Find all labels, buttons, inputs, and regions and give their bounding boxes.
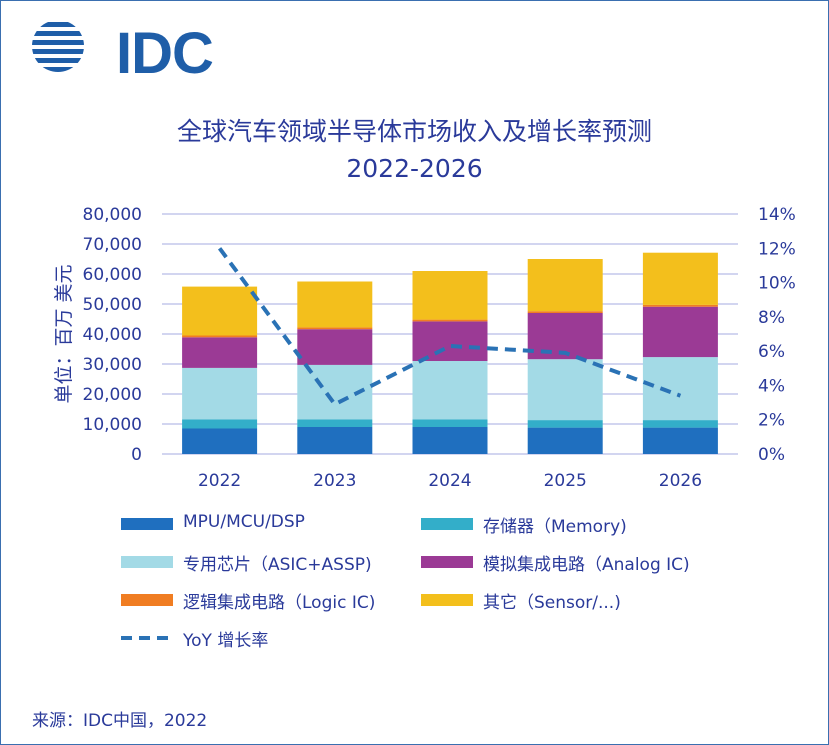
bar-segment	[297, 419, 373, 427]
bar-segment	[297, 281, 373, 328]
legend-swatch	[121, 594, 173, 606]
bar-segment	[297, 329, 373, 365]
legend-swatch-dash	[121, 636, 175, 640]
x-tick-label: 2024	[428, 471, 471, 491]
y-tick-label: 10,000	[83, 415, 142, 435]
bar-segment	[182, 337, 258, 368]
bar-segment	[527, 311, 603, 313]
x-tick-label: 2023	[313, 471, 356, 491]
bar-segment	[182, 419, 258, 429]
bar-segment	[642, 427, 718, 454]
bar-segment	[642, 420, 718, 428]
y2-tick-label: 0%	[758, 445, 785, 465]
legend-swatch	[421, 594, 473, 606]
bar-segment	[297, 327, 373, 330]
bar-segment	[182, 367, 258, 420]
yoy-line	[217, 247, 682, 407]
legend-label: 逻辑集成电路（Logic IC)	[183, 593, 376, 613]
legend-label: 模拟集成电路（Analog IC)	[483, 555, 690, 575]
bar-segment	[182, 428, 258, 454]
bar-segment	[412, 271, 488, 320]
y-tick-label: 60,000	[83, 265, 142, 285]
y-tick-label: 30,000	[83, 355, 142, 375]
bar-segment	[642, 306, 718, 358]
legend-label: 专用芯片（ASIC+ASSP)	[183, 555, 372, 575]
y2-tick-label: 6%	[758, 342, 785, 362]
bar-segment	[527, 420, 603, 428]
y-tick-label: 80,000	[83, 205, 142, 225]
y-tick-label: 20,000	[83, 385, 142, 405]
bar-segment	[412, 427, 488, 454]
bar-segment	[527, 359, 603, 421]
bar-segment	[642, 252, 718, 305]
y2-tick-label: 14%	[758, 205, 796, 225]
x-tick-label: 2022	[198, 471, 241, 491]
chart-plot: 0 10,000 20,000 30,000 40,000 50,000 60,000 70,…	[53, 205, 796, 491]
y-tick-label: 40,000	[83, 325, 142, 345]
bar-segment	[412, 419, 488, 427]
bar-segment	[527, 427, 603, 454]
chart-subtitle: 2022-2026	[346, 154, 483, 183]
chart-title: 全球汽车领域半导体市场收入及增长率预测	[176, 117, 652, 146]
legend-swatch	[421, 518, 473, 530]
bar-segment	[527, 259, 603, 312]
y2-tick-label: 10%	[758, 274, 796, 294]
idc-logo: IDC	[28, 16, 214, 84]
bar-segment	[412, 361, 488, 420]
y-tick-label: 50,000	[83, 295, 142, 315]
bar-segment	[412, 319, 488, 322]
logo-text: IDC	[116, 21, 214, 86]
y2-tick-label: 8%	[758, 308, 785, 328]
legend-swatch	[121, 556, 173, 568]
source-note: 来源：IDC中国，2022	[32, 711, 208, 731]
bar-segment	[642, 357, 718, 421]
legend-swatch	[121, 518, 173, 530]
legend-label: 存储器（Memory)	[483, 517, 627, 537]
x-tick-label: 2025	[544, 471, 587, 491]
bar-segment	[412, 321, 488, 361]
x-tick-label: 2026	[659, 471, 702, 491]
legend-label: 其它（Sensor/...)	[483, 593, 621, 613]
bar-segment	[642, 304, 718, 307]
legend-swatch	[421, 556, 473, 568]
bar-segment	[297, 427, 373, 454]
legend-label: YoY 增长率	[183, 631, 269, 651]
y-tick-label: 0	[131, 445, 142, 465]
y-axis-label: 单位：百万 美元	[53, 264, 75, 403]
legend-label: MPU/MCU/DSP	[183, 512, 305, 532]
globe-icon	[32, 22, 84, 72]
y2-tick-label: 12%	[758, 239, 796, 259]
y2-tick-label: 4%	[758, 376, 785, 396]
y2-tick-label: 2%	[758, 411, 785, 431]
bar-segment	[182, 335, 258, 338]
bar-segment	[182, 286, 258, 336]
y-tick-label: 70,000	[83, 235, 142, 255]
